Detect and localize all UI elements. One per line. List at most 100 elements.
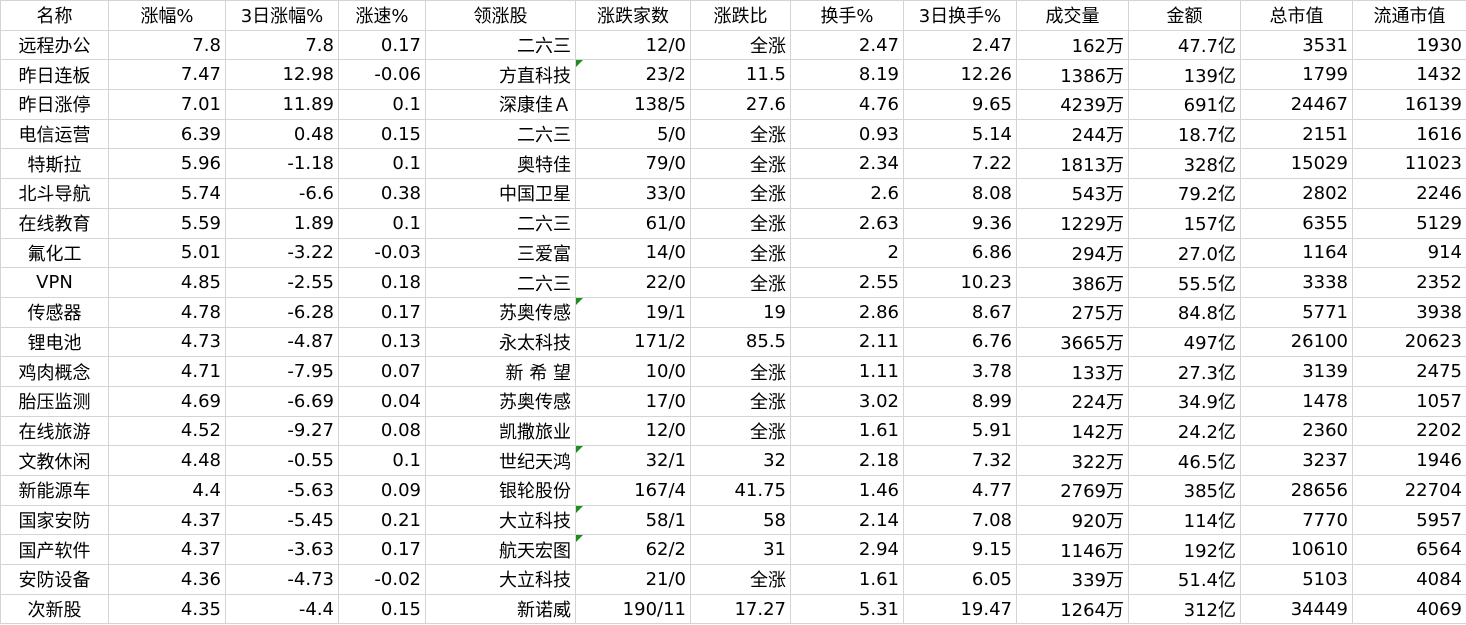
table-row: 安防设备 4.36 -4.73 -0.02 大立科技 21/0 全涨 1.61 6.05 339万… bbox=[0, 564, 1466, 595]
header-cell: 金额 bbox=[1128, 0, 1241, 31]
table-cell: 苏奥传感 bbox=[425, 296, 576, 328]
table-cell: 3139 bbox=[1240, 356, 1353, 387]
table-cell: 1432 bbox=[1352, 59, 1466, 91]
table-cell: -4.4 bbox=[225, 593, 339, 625]
table-cell: 4.78 bbox=[108, 296, 226, 328]
table-body: 远程办公 7.8 7.8 0.17 二六三 12/0 全涨 2.47 2.47 162万 47.7亿… bbox=[0, 29, 1466, 625]
table-cell: 2.55 bbox=[790, 267, 904, 298]
table-cell: 2.34 bbox=[790, 148, 904, 180]
table-cell: 4.76 bbox=[790, 89, 904, 120]
table-cell: 0.21 bbox=[338, 504, 426, 536]
table-cell: 2769万 bbox=[1016, 475, 1129, 506]
table-cell: -0.03 bbox=[338, 237, 426, 269]
table-row: 昨日涨停 7.01 11.89 0.1 深康佳Ａ 138/5 27.6 4.76 9.65 423… bbox=[0, 89, 1466, 120]
table-cell: 6.39 bbox=[108, 118, 226, 150]
table-cell: 2.47 bbox=[903, 29, 1017, 61]
table-cell: 32 bbox=[690, 445, 791, 476]
table-cell: 4069 bbox=[1352, 593, 1466, 625]
table-cell: 8.08 bbox=[903, 178, 1017, 209]
table-cell: 15029 bbox=[1240, 148, 1353, 180]
table-cell: 51.4亿 bbox=[1128, 564, 1241, 595]
table-cell: 全涨 bbox=[690, 564, 791, 595]
table-cell: 奥特佳 bbox=[425, 148, 576, 180]
table-cell: 7.47 bbox=[108, 59, 226, 91]
table-cell: 苏奥传感 bbox=[425, 385, 576, 417]
table-cell: 昨日涨停 bbox=[0, 89, 109, 120]
table-cell: 41.75 bbox=[690, 475, 791, 506]
table-cell: -7.95 bbox=[225, 356, 339, 387]
table-cell: 275万 bbox=[1016, 296, 1129, 328]
table-cell: 0.1 bbox=[338, 89, 426, 120]
table-cell: 12.26 bbox=[903, 59, 1017, 91]
table-cell: 4.85 bbox=[108, 267, 226, 298]
header-cell: 总市值 bbox=[1240, 0, 1353, 31]
table-cell: 0.48 bbox=[225, 118, 339, 150]
table-cell: 339万 bbox=[1016, 564, 1129, 595]
table-cell: 文教休闲 bbox=[0, 445, 109, 476]
table-cell: 2.14 bbox=[790, 504, 904, 536]
table-cell: 2 bbox=[790, 237, 904, 269]
table-cell: 2246 bbox=[1352, 178, 1466, 209]
table-cell: 大立科技 bbox=[425, 504, 576, 536]
table-cell: 7.01 bbox=[108, 89, 226, 120]
table-cell: 4084 bbox=[1352, 564, 1466, 595]
table-cell: 47.7亿 bbox=[1128, 29, 1241, 61]
table-cell: 4.36 bbox=[108, 564, 226, 595]
table-row: 远程办公 7.8 7.8 0.17 二六三 12/0 全涨 2.47 2.47 162万 47.7亿… bbox=[0, 29, 1466, 61]
table-cell: 1.61 bbox=[790, 564, 904, 595]
table-cell: 17.27 bbox=[690, 593, 791, 625]
table-cell: 5.01 bbox=[108, 237, 226, 269]
table-cell: 1799 bbox=[1240, 59, 1353, 91]
table-cell: 497亿 bbox=[1128, 326, 1241, 358]
table-cell: 7.8 bbox=[225, 29, 339, 61]
table-row: 特斯拉 5.96 -1.18 0.1 奥特佳 79/0 全涨 2.34 7.22 1813万 328… bbox=[0, 148, 1466, 180]
table-cell: 1813万 bbox=[1016, 148, 1129, 180]
table-cell: 1.89 bbox=[225, 207, 339, 239]
table-row: 氟化工 5.01 -3.22 -0.03 三爱富 14/0 全涨 2 6.86 294万 27.0亿… bbox=[0, 237, 1466, 269]
table-cell: -1.18 bbox=[225, 148, 339, 180]
table-cell: 171/2 bbox=[575, 326, 691, 358]
table-cell: 224万 bbox=[1016, 385, 1129, 417]
table-cell: 二六三 bbox=[425, 118, 576, 150]
table-cell: 6.05 bbox=[903, 564, 1017, 595]
table-cell: 27.0亿 bbox=[1128, 237, 1241, 269]
table-cell: 294万 bbox=[1016, 237, 1129, 269]
table-cell: 19 bbox=[690, 296, 791, 328]
header-cell: 3日换手% bbox=[903, 0, 1017, 31]
table-cell: 5.74 bbox=[108, 178, 226, 209]
table-cell: 6.86 bbox=[903, 237, 1017, 269]
table-cell: 全涨 bbox=[690, 415, 791, 447]
table-cell: 二六三 bbox=[425, 29, 576, 61]
table-cell: 328亿 bbox=[1128, 148, 1241, 180]
table-cell: 0.04 bbox=[338, 385, 426, 417]
table-row: 北斗导航 5.74 -6.6 0.38 中国卫星 33/0 全涨 2.6 8.08 543万 79.… bbox=[0, 178, 1466, 209]
table-cell: 昨日连板 bbox=[0, 59, 109, 91]
table-cell: 11.5 bbox=[690, 59, 791, 91]
table-cell: 0.09 bbox=[338, 475, 426, 506]
table-cell: VPN bbox=[0, 267, 109, 298]
table-cell: 34449 bbox=[1240, 593, 1353, 625]
table-cell: 21/0 bbox=[575, 564, 691, 595]
table-cell: 167/4 bbox=[575, 475, 691, 506]
table-cell: 0.17 bbox=[338, 534, 426, 566]
table-cell: 1.11 bbox=[790, 356, 904, 387]
table-cell: 2802 bbox=[1240, 178, 1353, 209]
table-cell: 6564 bbox=[1352, 534, 1466, 566]
table-cell: 0.08 bbox=[338, 415, 426, 447]
table-cell: 0.1 bbox=[338, 148, 426, 180]
table-cell: 3531 bbox=[1240, 29, 1353, 61]
table-cell: 二六三 bbox=[425, 207, 576, 239]
table-cell: 4.4 bbox=[108, 475, 226, 506]
table-cell: 1146万 bbox=[1016, 534, 1129, 566]
table-cell: 24467 bbox=[1240, 89, 1353, 120]
table-row: 胎压监测 4.69 -6.69 0.04 苏奥传感 17/0 全涨 3.02 8.99 224万 3… bbox=[0, 385, 1466, 417]
table-cell: 31 bbox=[690, 534, 791, 566]
table-cell: -4.73 bbox=[225, 564, 339, 595]
table-cell: 5103 bbox=[1240, 564, 1353, 595]
table-cell: 138/5 bbox=[575, 89, 691, 120]
table-cell: 12.98 bbox=[225, 59, 339, 91]
table-cell: 12/0 bbox=[575, 415, 691, 447]
table-cell: 0.17 bbox=[338, 29, 426, 61]
table-cell: 0.93 bbox=[790, 118, 904, 150]
table-cell: 10/0 bbox=[575, 356, 691, 387]
